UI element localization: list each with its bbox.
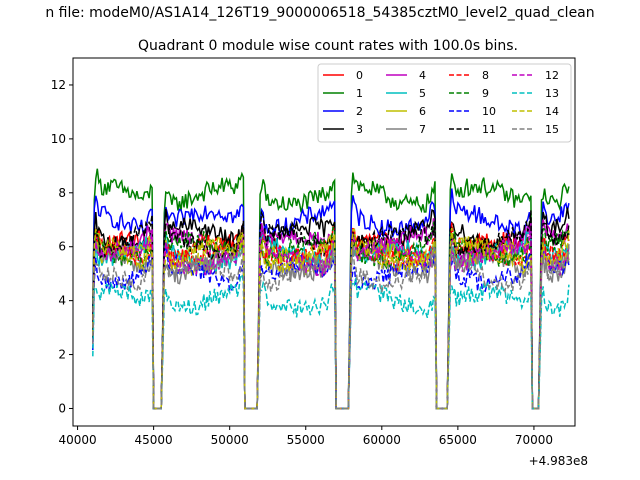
legend-box — [317, 63, 572, 143]
y-tick-label: 12 — [51, 78, 66, 92]
y-tick-label: 4 — [58, 294, 66, 308]
y-axis-ticks: 0 2 4 6 8 10 12 — [51, 78, 73, 415]
series-line-11 — [92, 210, 570, 410]
chart-title: Quadrant 0 module wise count rates with … — [138, 38, 518, 54]
x-tick-label: 50000 — [211, 433, 249, 447]
x-tick-label: 45000 — [135, 433, 173, 447]
x-tick-label: 55000 — [287, 433, 325, 447]
y-tick-label: 10 — [51, 132, 66, 146]
x-axis-ticks: 40000 45000 50000 55000 60000 65000 70000 — [58, 426, 553, 447]
figure-suptitle: n file: modeM0/AS1A14_126T19_9000006518_… — [45, 5, 594, 21]
legend-label-15: 15 — [545, 123, 559, 136]
plot-frame — [72, 57, 576, 427]
x-offset-label: +4.983e8 — [529, 454, 588, 468]
x-tick-label: 40000 — [58, 433, 96, 447]
legend-label-2: 2 — [356, 105, 363, 118]
series-line-15 — [92, 240, 570, 410]
legend-label-6: 6 — [419, 105, 426, 118]
legend-label-13: 13 — [545, 87, 559, 100]
series-line-1 — [92, 168, 570, 410]
legend-label-5: 5 — [419, 87, 426, 100]
legend-label-4: 4 — [419, 69, 426, 82]
legend-label-3: 3 — [356, 123, 363, 136]
y-tick-label: 2 — [58, 348, 66, 362]
series-lines — [92, 168, 570, 410]
legend-label-8: 8 — [482, 69, 489, 82]
legend-label-12: 12 — [545, 69, 559, 82]
y-tick-label: 0 — [58, 401, 66, 415]
series-line-13 — [92, 272, 570, 410]
legend-label-9: 9 — [482, 87, 489, 100]
legend-label-0: 0 — [356, 69, 363, 82]
legend-label-14: 14 — [545, 105, 559, 118]
legend-label-10: 10 — [482, 105, 496, 118]
x-tick-label: 70000 — [515, 433, 553, 447]
x-tick-label: 60000 — [363, 433, 401, 447]
x-tick-label: 65000 — [439, 433, 477, 447]
series-line-2 — [92, 188, 570, 410]
legend-label-1: 1 — [356, 87, 363, 100]
legend-label-7: 7 — [419, 123, 426, 136]
legend-label-11: 11 — [482, 123, 496, 136]
y-tick-label: 8 — [58, 186, 66, 200]
y-tick-label: 6 — [58, 240, 66, 254]
series-line-14 — [92, 227, 570, 410]
